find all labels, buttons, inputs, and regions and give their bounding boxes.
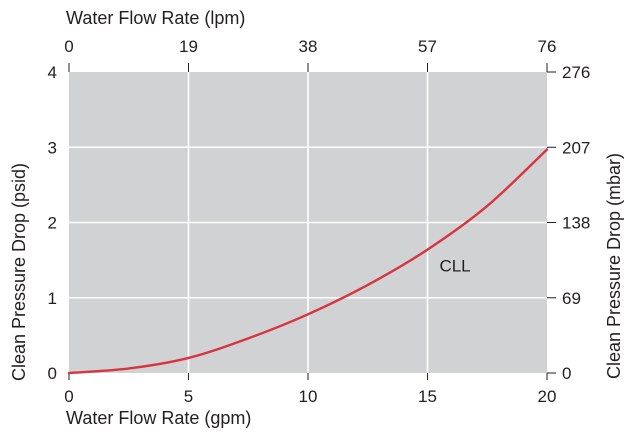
- y-tick-label: 0: [48, 364, 57, 383]
- y2-tick-label: 276: [562, 63, 590, 82]
- y-tick-label: 2: [48, 214, 57, 233]
- axes: [68, 63, 556, 380]
- left-axis-title: Clean Pressure Drop (psid): [9, 163, 29, 381]
- x2-tick-label: 38: [299, 37, 318, 56]
- y2-tick-label: 138: [562, 214, 590, 233]
- x-tick-label: 5: [184, 387, 193, 406]
- x2-tick-label: 57: [418, 37, 437, 56]
- bottom-axis-title: Water Flow Rate (gpm): [66, 408, 251, 428]
- x-tick-label: 10: [299, 387, 318, 406]
- y-tick-label: 3: [48, 138, 57, 157]
- y2-tick-label: 0: [562, 364, 571, 383]
- series-lines: CLL: [67, 148, 549, 375]
- x-tick-label: 0: [64, 387, 73, 406]
- grid-lines: [69, 72, 547, 373]
- series-label: CLL: [439, 256, 470, 275]
- x-tick-label: 15: [418, 387, 437, 406]
- x2-tick-label: 76: [538, 37, 557, 56]
- top-axis-title: Water Flow Rate (lpm): [66, 8, 245, 28]
- y-tick-label: 4: [48, 63, 57, 82]
- series-line-cll: [67, 148, 549, 375]
- y2-tick-label: 207: [562, 138, 590, 157]
- x2-tick-label: 19: [179, 37, 198, 56]
- x2-tick-label: 0: [64, 37, 73, 56]
- y-tick-label: 1: [48, 289, 57, 308]
- x-tick-label: 20: [538, 387, 557, 406]
- y2-tick-label: 69: [562, 289, 581, 308]
- right-axis-title: Clean Pressure Drop (mbar): [604, 153, 624, 379]
